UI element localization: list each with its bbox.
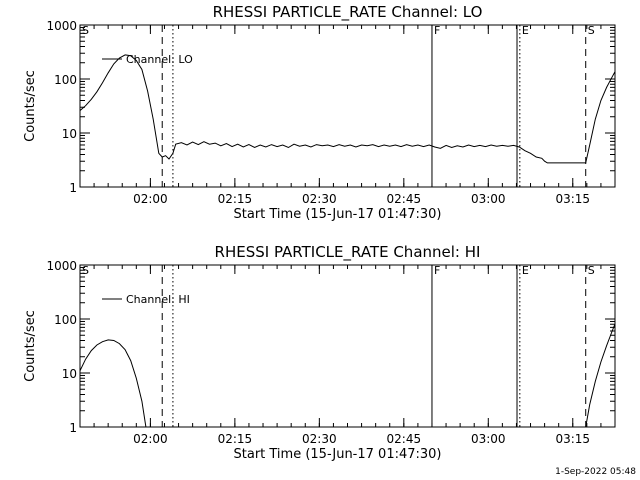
x-tick-label: 02:15 [218, 432, 253, 446]
plot-frame [79, 24, 616, 188]
event-marker-label: S [588, 24, 595, 37]
x-axis-label: Start Time (15-Jun-17 01:47:30) [234, 207, 442, 222]
y-tick-label: 100 [54, 73, 77, 87]
x-tick-label: 02:00 [133, 432, 168, 446]
y-tick-label: 1 [69, 181, 77, 195]
datestamp: 1-Sep-2022 05:48 [555, 467, 636, 477]
series-line [80, 339, 147, 427]
y-axis-label: Counts/sec [23, 70, 38, 142]
x-tick-label: 03:00 [471, 192, 506, 206]
x-axis-label: Start Time (15-Jun-17 01:47:30) [234, 447, 442, 462]
chart-panel-1: RHESSI PARTICLE_RATE Channel: LO 1 10 100 10… [23, 3, 616, 222]
x-tick-label: 02:00 [133, 192, 168, 206]
chart-title: RHESSI PARTICLE_RATE Channel: HI [215, 243, 481, 262]
x-tick-label: 02:45 [387, 432, 422, 446]
y-tick-label: 100 [54, 313, 77, 327]
event-marker-label: E [522, 264, 529, 277]
y-tick-label: 1000 [46, 259, 77, 273]
x-tick-label: 02:45 [387, 192, 422, 206]
x-tick-label: 03:00 [471, 432, 506, 446]
x-tick-label: 02:30 [302, 192, 337, 206]
series-line [80, 54, 615, 164]
event-marker-label: F [434, 264, 440, 277]
y-tick-label: 10 [62, 127, 77, 141]
series-line [585, 322, 615, 427]
y-axis-label: Counts/sec [23, 310, 38, 382]
event-marker-label: S [82, 264, 89, 277]
event-marker-label: F [434, 24, 440, 37]
x-tick-label: 02:30 [302, 432, 337, 446]
event-marker-label: S [588, 264, 595, 277]
y-tick-label: 1000 [46, 19, 77, 33]
chart-title: RHESSI PARTICLE_RATE Channel: LO [213, 3, 483, 22]
x-tick-label: 03:15 [555, 192, 590, 206]
legend-label: Channel: HI [126, 293, 190, 306]
x-tick-label: 03:15 [555, 432, 590, 446]
event-marker-label: S [82, 24, 89, 37]
legend-label: Channel: LO [126, 53, 193, 66]
chart-panel-2: RHESSI PARTICLE_RATE Channel: HI 1 10 100 10… [23, 243, 616, 462]
y-tick-label: 10 [62, 367, 77, 381]
x-tick-label: 02:15 [218, 192, 253, 206]
y-tick-label: 1 [69, 421, 77, 435]
event-marker-label: E [522, 24, 529, 37]
plot-frame [79, 264, 616, 428]
